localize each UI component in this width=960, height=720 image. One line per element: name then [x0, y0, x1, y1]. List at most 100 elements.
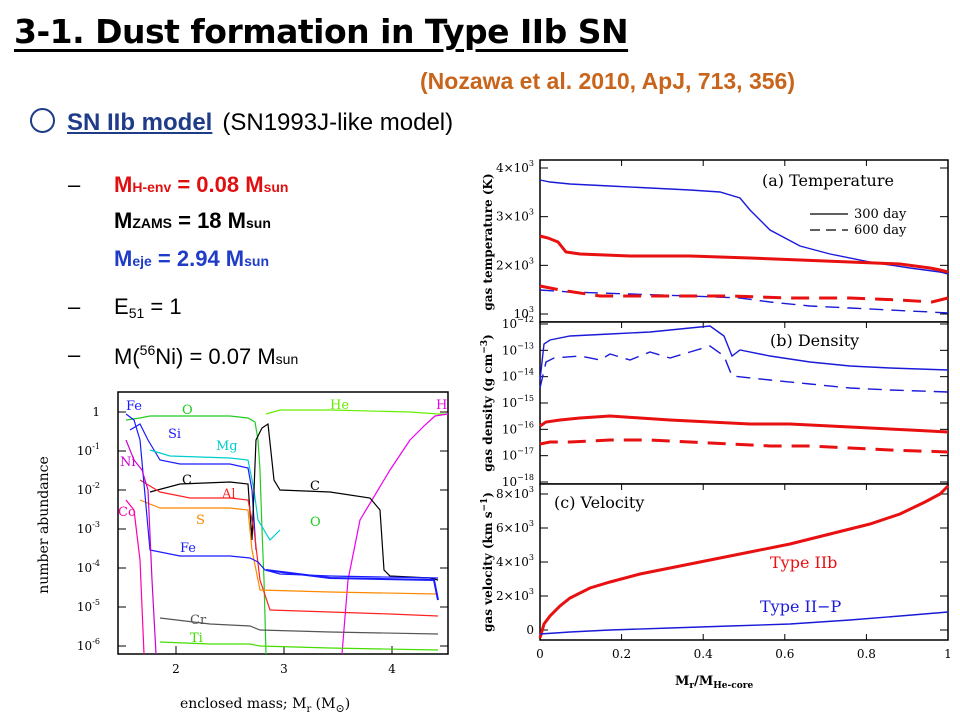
label-o-1: O: [182, 403, 193, 418]
e51-value: = 1: [144, 294, 182, 319]
panel-c-y-tick-label: 2×103: [496, 587, 534, 603]
label-h: H: [436, 398, 447, 413]
bullet-dash: –: [68, 172, 81, 197]
panel-c-title: (c) Velocity: [554, 493, 644, 512]
abundance-y-tick-label: 1: [92, 405, 100, 419]
label-he: He: [330, 398, 349, 413]
panel-b-y-tick-label: 10−17: [502, 447, 534, 463]
param-mni: – M(56Ni) = 0.07 Msun: [68, 342, 299, 370]
panel-c-y-ticks: 8×103 6×103 4×103 2×103 0: [496, 485, 948, 637]
abundance-y-ticks: 1 10-1 10-2 10-3 10-4 10-5 10-6: [77, 405, 448, 653]
dens-300-iib: [539, 414, 949, 434]
abundance-y-tick-label: 10-4: [77, 559, 100, 575]
profile-x-axis-label: Mr/MHe-core: [675, 674, 753, 691]
menv-m: M: [114, 172, 133, 197]
profile-x-tick-label: 1: [944, 647, 952, 661]
panel-b-y-tick-label: 10−12: [502, 315, 534, 331]
label-fe-1: Fe: [126, 399, 142, 414]
abundance-x-axis-label: enclosed mass; Mr (M⊙): [180, 696, 350, 715]
mni-pre: M(: [114, 344, 140, 369]
legend-300-day: 300 day: [854, 207, 907, 222]
profile-figure: 0 0.2 0.4 0.6 0.8 1 Mr/MHe-core (a) Temperatu…: [480, 159, 952, 691]
temp-600-iib: [539, 284, 949, 304]
label-type-iib: Type IIb: [770, 553, 837, 572]
label-mg: Mg: [216, 439, 238, 454]
param-meje: Meje = 2.94 Msun: [114, 246, 269, 272]
dens-300-iip: [539, 325, 949, 381]
curve-Al: [139, 479, 439, 617]
profile-x-tick-label: 0.2: [612, 647, 631, 661]
slide-title: 3-1. Dust formation in Type IIb SN: [14, 12, 629, 51]
abundance-x-ticks: 2 3 4: [172, 646, 396, 676]
e51-sub: 51: [128, 305, 145, 321]
panel-b-title: (b) Density: [770, 331, 859, 350]
abundance-species-labels: Fe O He H Si Mg Ni C C Al Co S O Fe Cr T…: [118, 398, 447, 646]
abundance-x-tick-label: 4: [388, 662, 396, 676]
label-ni: Ni: [120, 455, 136, 470]
panel-c-y-label: gas velocity (km s−1): [480, 492, 495, 632]
abundance-x-tick-label: 2: [172, 662, 180, 676]
label-si: Si: [168, 427, 181, 442]
panel-a-legend: 300 day 600 day: [810, 207, 907, 238]
mni-value: Ni) = 0.07 M: [155, 344, 276, 369]
panel-b-y-tick-label: 10−14: [502, 368, 534, 384]
menv-value: = 0.08 M: [171, 172, 264, 197]
panel-a-y-tick-label: 103: [514, 305, 534, 321]
svg-text:number abundance: number abundance: [36, 456, 52, 594]
dens-600-iip: [539, 345, 949, 393]
curve-S: [139, 499, 439, 595]
panel-a-y-tick-label: 2×103: [496, 256, 534, 272]
curve-Mg: [149, 449, 281, 541]
meje-sub: eje: [132, 253, 152, 269]
label-cr: Cr: [190, 613, 207, 628]
label-o-2: O: [310, 515, 321, 530]
abundance-y-tick-label: 10-6: [77, 637, 100, 653]
temp-600-iip: [539, 289, 949, 314]
mzams-unit: sun: [245, 215, 271, 231]
curve-C: [149, 422, 439, 581]
bullet-dash: –: [68, 294, 81, 319]
panel-b-y-label: gas density (g cm−3): [480, 334, 495, 472]
curve-Cr: [159, 617, 439, 635]
curve-Co: [125, 499, 145, 654]
panel-b-y-tick-label: 10−13: [502, 341, 534, 357]
profile-x-tick-label: 0.4: [694, 647, 713, 661]
circle-bullet-icon: [30, 108, 55, 133]
label-al: Al: [221, 487, 236, 502]
label-type-iip: Type II−P: [760, 597, 842, 616]
mzams-m: M: [114, 208, 133, 233]
label-c-1: C: [182, 473, 192, 488]
label-c-2: C: [310, 479, 320, 494]
curve-Ti: [159, 641, 439, 651]
panel-c-y-tick-label: 8×103: [496, 485, 534, 501]
legend-600-day: 600 day: [854, 223, 907, 238]
mni-unit: sun: [275, 351, 299, 367]
model-heading: SN IIb model (SN1993J-like model): [30, 108, 453, 137]
abundance-y-tick-label: 10-3: [77, 520, 100, 536]
param-menv: – MH-env = 0.08 Msun: [68, 172, 288, 198]
curve-O: [125, 415, 267, 654]
abundance-x-tick-label: 3: [280, 662, 288, 676]
mzams-sub: ZAMS: [132, 215, 172, 231]
mzams-value: = 18 M: [172, 208, 246, 233]
curve-mixed-1: [265, 569, 439, 601]
label-s: S: [196, 513, 205, 528]
abundance-curves: [125, 409, 448, 654]
label-fe-2: Fe: [180, 541, 196, 556]
profile-x-tick-label: 0.8: [857, 647, 876, 661]
label-co: Co: [118, 505, 136, 520]
panel-c-y-tick-label: 6×103: [496, 519, 534, 535]
panel-b-y-tick-label: 10−15: [502, 394, 534, 410]
profile-curves: [538, 179, 950, 639]
abundance-figure: number abundance 1 10-1 10-2 10-3 10-4 10-5 10…: [36, 391, 449, 715]
meje-unit: sun: [244, 253, 270, 269]
profile-x-ticks: 0 0.2 0.4 0.6 0.8 1: [536, 160, 952, 661]
label-ti: Ti: [190, 631, 203, 646]
panel-a-y-tick-label: 4×103: [496, 159, 534, 175]
e51-e: E: [114, 294, 129, 319]
panel-a-y-ticks: 4×103 3×103 2×103 103: [496, 159, 948, 321]
param-mzams: MZAMS = 18 Msun: [114, 208, 271, 234]
model-name: SN IIb model: [67, 109, 213, 136]
meje-value: = 2.94 M: [151, 246, 245, 271]
model-description: (SN1993J-like model): [222, 109, 454, 136]
